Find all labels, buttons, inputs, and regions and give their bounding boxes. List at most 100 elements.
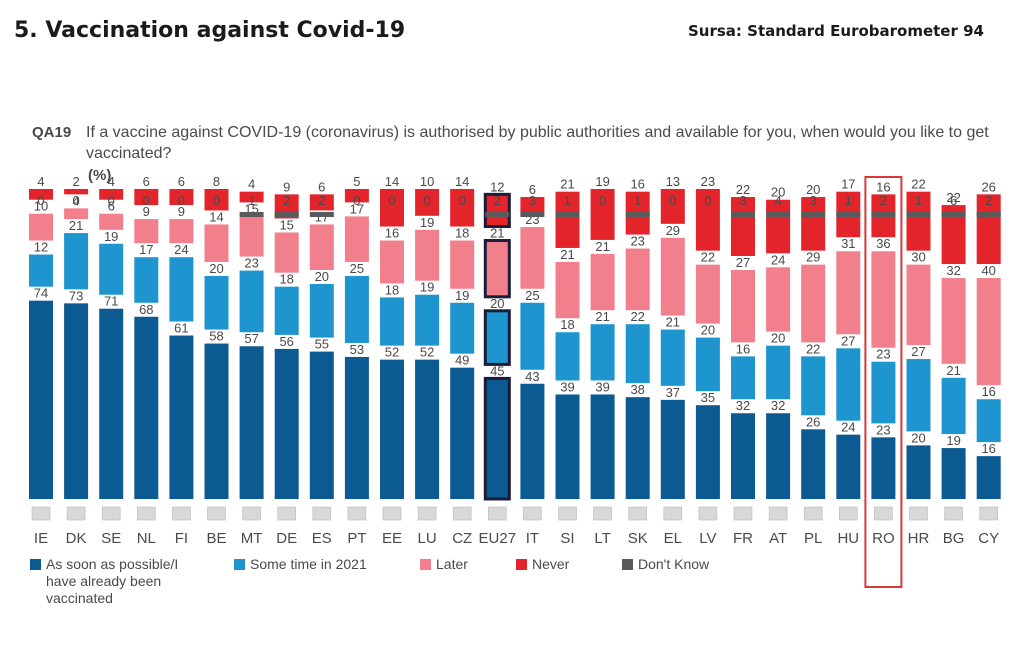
data-label-pt-s0: 53: [350, 342, 364, 357]
data-label-lu-s1: 19: [420, 280, 434, 295]
bar-segment-lt-s1: [590, 324, 615, 381]
data-label-si-s2: 21: [560, 247, 574, 262]
bar-segment-eu27-s3: [483, 192, 511, 229]
data-label-lv-s0: 35: [701, 390, 715, 405]
data-label-sk-s1: 22: [630, 309, 644, 324]
data-label-pl-s0: 26: [806, 414, 820, 429]
bar-segment-lu-s3: [415, 189, 440, 216]
data-label-hr-s4: 1: [915, 193, 922, 208]
data-label-lt-s2: 21: [595, 239, 609, 254]
legend-label: Later: [436, 556, 468, 572]
data-label-ee-s0: 52: [385, 345, 399, 360]
bar-segment-at-s2: [766, 267, 791, 332]
data-label-bg-s4: 6: [950, 193, 957, 208]
bar-segment-nl-s2: [134, 219, 159, 244]
bar-segment-pt-s3: [344, 189, 369, 203]
bar-segment-be-s0: [204, 343, 229, 499]
bar-segment-fr-s4: [731, 212, 755, 217]
bar-segment-de-s1: [274, 286, 299, 335]
bar-segment-at-s0: [766, 413, 791, 499]
data-label-sk-s4: 1: [634, 193, 641, 208]
data-label-hr-s1: 27: [911, 344, 925, 359]
data-label-ee-s4: 0: [388, 193, 395, 208]
data-label-lt-s4: 0: [599, 193, 606, 208]
data-label-pl-s1: 22: [806, 341, 820, 356]
x-tick-label: RO: [872, 530, 895, 547]
bar-segment-dk-s2: [64, 208, 89, 220]
bar-segment-el-s2: [660, 237, 685, 316]
data-label-se-s1: 19: [104, 229, 118, 244]
bar-segment-ro-s4: [871, 212, 896, 217]
x-tick-label: EU27: [479, 530, 517, 547]
bar-segment-be-s3: [204, 189, 229, 211]
x-tick-label: BE: [206, 530, 226, 547]
x-tick-label: HU: [837, 530, 859, 547]
flag-icon-ee: [382, 506, 402, 521]
bar-segment-eu27-s2: [483, 239, 511, 299]
x-tick-label: PL: [804, 530, 822, 547]
x-tick-label: DE: [276, 530, 297, 547]
bar-segment-hu-s4: [836, 212, 861, 217]
data-label-fi-s1: 24: [174, 242, 188, 257]
data-label-cz-s3: 14: [455, 174, 469, 189]
bar-segment-mt-s4: [239, 212, 264, 217]
data-label-fi-s2: 9: [178, 204, 185, 219]
data-label-sk-s2: 23: [630, 234, 644, 249]
data-label-hu-s2: 31: [841, 236, 855, 251]
flag-icon-it: [523, 506, 542, 521]
bar-segment-ie-s2: [29, 213, 53, 241]
data-label-it-s1: 25: [525, 288, 539, 303]
data-label-lv-s4: 0: [704, 193, 711, 208]
data-label-lu-s2: 19: [420, 215, 434, 230]
data-label-pl-s3: 20: [806, 182, 820, 197]
data-label-it-s3: 6: [529, 182, 536, 197]
bar-segment-lv-s3: [695, 189, 720, 251]
data-label-es-s1: 20: [315, 269, 329, 284]
bar-segment-lt-s3: [590, 189, 615, 240]
legend-label: Some time in 2021: [250, 556, 367, 572]
bar-segment-ee-s1: [380, 297, 404, 346]
data-label-bg-s3: 22: [946, 190, 960, 205]
bar-segment-ee-s3: [380, 189, 404, 227]
bar-segment-pl-s3: [801, 197, 826, 251]
bar-segment-hr-s3: [906, 191, 931, 251]
data-label-fi-s4: 0: [178, 193, 185, 208]
bar-segment-es-s1: [309, 284, 334, 338]
data-label-cy-s1: 16: [981, 384, 995, 399]
bar-segment-ie-s3: [29, 189, 53, 200]
bar-segment-de-s0: [274, 348, 299, 499]
data-label-ie-s1: 12: [34, 240, 48, 255]
bar-segment-hr-s0: [906, 445, 931, 499]
data-label-lt-s1: 21: [595, 309, 609, 324]
data-label-de-s3: 9: [283, 179, 290, 194]
bar-segment-el-s3: [660, 189, 685, 224]
data-label-be-s2: 14: [209, 209, 223, 224]
bar-segment-eu27-s1: [483, 309, 511, 366]
flag-icon-si: [558, 506, 577, 521]
bar-segment-se-s1: [99, 243, 124, 295]
data-label-ee-s2: 16: [385, 226, 399, 241]
x-tick-label: LU: [418, 530, 437, 547]
data-label-ie-s4: 0: [37, 193, 44, 208]
bar-segment-sk-s2: [625, 248, 650, 311]
data-label-ie-s2: 10: [34, 199, 48, 214]
data-label-mt-s0: 57: [244, 331, 258, 346]
x-tick-label: NL: [137, 530, 156, 547]
bar-segment-hu-s2: [836, 251, 861, 335]
flag-icon-sk: [628, 506, 648, 521]
x-tick-label: IT: [526, 530, 539, 547]
bar-segment-sk-s1: [625, 324, 650, 384]
bar-segment-sk-s0: [625, 397, 650, 499]
bar-segment-ro-s2: [871, 251, 896, 348]
data-label-fi-s0: 61: [174, 321, 188, 336]
data-label-sk-s0: 38: [630, 382, 644, 397]
data-label-hr-s0: 20: [911, 430, 925, 445]
flag-icon-pl: [803, 506, 823, 521]
flag-icon-at: [768, 506, 788, 521]
legend-swatch: [30, 559, 41, 570]
data-label-hu-s1: 27: [841, 333, 855, 348]
data-label-el-s3: 13: [666, 174, 680, 189]
flag-icon-cy: [979, 506, 999, 521]
bar-segment-dk-s3: [64, 189, 89, 195]
